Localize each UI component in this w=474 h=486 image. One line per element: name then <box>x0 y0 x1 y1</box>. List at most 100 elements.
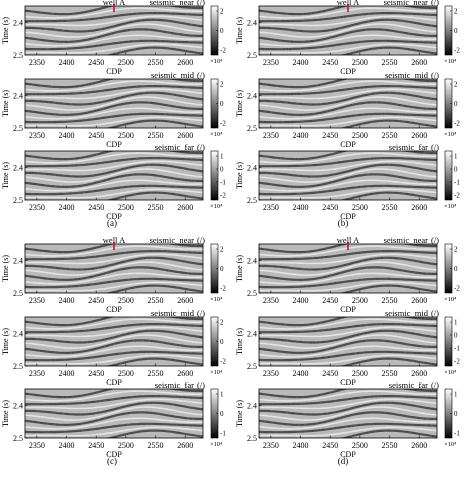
colorbar-exponent: ×10⁴ <box>444 296 457 303</box>
x-tick-label: 2400 <box>59 58 75 67</box>
panel-title-unit: (/) <box>197 0 205 7</box>
seismic-section-image <box>25 6 203 55</box>
colorbar-tick-label: -1 <box>454 179 460 187</box>
y-axis-label: Time (s) <box>235 90 244 117</box>
x-tick-label: 2550 <box>382 296 398 305</box>
seismic-noise <box>259 389 437 438</box>
panel-title: seismic_near (/) <box>150 235 206 245</box>
colorbar-tick-label: 2 <box>454 81 458 89</box>
x-tick-label: 2400 <box>59 296 75 305</box>
colorbar-tick-label: -2 <box>220 47 226 55</box>
x-tick-label: 2400 <box>293 58 309 67</box>
x-tick-label: 2550 <box>382 58 398 67</box>
seismic-section-image <box>25 317 203 366</box>
colorbar-tick-label: 2 <box>454 246 458 254</box>
y-tick-label: 2.4 <box>13 329 23 338</box>
x-tick-label: 2550 <box>148 369 164 378</box>
y-axis-label: Time (s) <box>235 328 244 355</box>
axes-frame <box>24 388 204 439</box>
colorbar-tick-label: -2 <box>454 192 460 200</box>
colorbar-tick-label: 0 <box>220 338 224 346</box>
subfigure-label: (a) <box>107 218 117 228</box>
axes-frame <box>258 150 438 201</box>
panel-title: seismic_mid (/) <box>385 70 439 80</box>
x-tick-label: 2500 <box>352 441 368 450</box>
y-tick-label: 2.5 <box>247 362 257 371</box>
x-axis-label: CDP <box>340 450 356 459</box>
panel-title-unit: (/) <box>197 235 205 245</box>
x-axis-label: CDP <box>106 450 122 459</box>
y-tick-label: 2.5 <box>13 362 23 371</box>
colorbar: 1 0 -1 ×10⁴ <box>210 388 226 448</box>
y-axis-label: Time (s) <box>1 162 10 189</box>
x-tick-label: 2550 <box>148 296 164 305</box>
colorbar-tick-label: 1 <box>220 153 224 161</box>
seismic-noise <box>25 151 203 200</box>
seismic-noise <box>25 389 203 438</box>
x-tick-label: 2600 <box>177 296 193 305</box>
colorbar-tick-label: -2 <box>220 285 226 293</box>
colorbar-tick-label: 2 <box>220 81 224 89</box>
y-tick-label: 2.5 <box>247 124 257 133</box>
x-tick-label: 2600 <box>411 441 427 450</box>
well-label: well A <box>337 235 360 245</box>
colorbar-tick-label: 0 <box>454 265 458 273</box>
x-tick-label: 2350 <box>29 203 45 212</box>
y-tick-label: 2.4 <box>13 256 23 265</box>
seismic-section-image <box>259 244 437 293</box>
x-tick-label: 2500 <box>118 203 134 212</box>
colorbar-exponent: ×10⁴ <box>210 369 223 376</box>
colorbar: 2 0 -2 ×10⁴ <box>210 5 226 65</box>
y-tick-label: 2.5 <box>13 289 23 298</box>
panel-title-name: seismic_far <box>389 380 428 390</box>
x-tick-label: 2600 <box>411 131 427 140</box>
y-axis-label: Time (s) <box>235 17 244 44</box>
colorbar-exponent: ×10⁴ <box>444 441 457 448</box>
x-tick-label: 2350 <box>263 131 279 140</box>
x-tick-label: 2350 <box>29 296 45 305</box>
x-tick-label: 2450 <box>88 441 104 450</box>
colorbar-tick-label: -1 <box>454 345 460 353</box>
axes-frame <box>24 78 204 129</box>
panel-title-unit: (/) <box>197 142 205 152</box>
seismic-section-image <box>25 244 203 293</box>
x-tick-label: 2350 <box>263 58 279 67</box>
colorbar-tick-label: 0 <box>220 265 224 273</box>
panel-title-name: seismic_near <box>384 235 429 245</box>
x-tick-label: 2350 <box>29 441 45 450</box>
x-tick-label: 2450 <box>322 203 338 212</box>
colorbar: 2 0 -2 ×10⁴ <box>444 78 460 138</box>
x-tick-label: 2500 <box>352 131 368 140</box>
x-tick-label: 2500 <box>118 131 134 140</box>
colorbar: 2 0 -2 ×10⁴ <box>444 243 460 303</box>
colorbar: 1 0 -1 -2 ×10⁴ <box>444 150 460 210</box>
panel-title-unit: (/) <box>431 380 439 390</box>
x-axis-label: CDP <box>340 305 356 314</box>
y-tick-label: 2.5 <box>247 289 257 298</box>
x-tick-label: 2450 <box>88 58 104 67</box>
panel-title: seismic_far (/) <box>155 380 205 390</box>
x-tick-label: 2400 <box>293 131 309 140</box>
x-tick-label: 2400 <box>59 369 75 378</box>
seismic-section-image <box>259 151 437 200</box>
y-axis-label: Time (s) <box>1 90 10 117</box>
panel-title-name: seismic_mid <box>385 70 429 80</box>
y-axis-label: Time (s) <box>235 255 244 282</box>
colorbar-exponent: ×10⁴ <box>210 203 223 210</box>
panel-title-unit: (/) <box>431 70 439 80</box>
panel-title-name: seismic_mid <box>385 308 429 318</box>
x-tick-label: 2500 <box>118 296 134 305</box>
x-tick-label: 2400 <box>59 441 75 450</box>
y-tick-label: 2.4 <box>247 329 257 338</box>
panel-title-name: seismic_far <box>389 142 428 152</box>
colorbar-tick-label: 0 <box>454 332 458 340</box>
seismic-section-image <box>25 151 203 200</box>
y-tick-label: 2.4 <box>247 256 257 265</box>
panel-title: seismic_near (/) <box>384 235 440 245</box>
